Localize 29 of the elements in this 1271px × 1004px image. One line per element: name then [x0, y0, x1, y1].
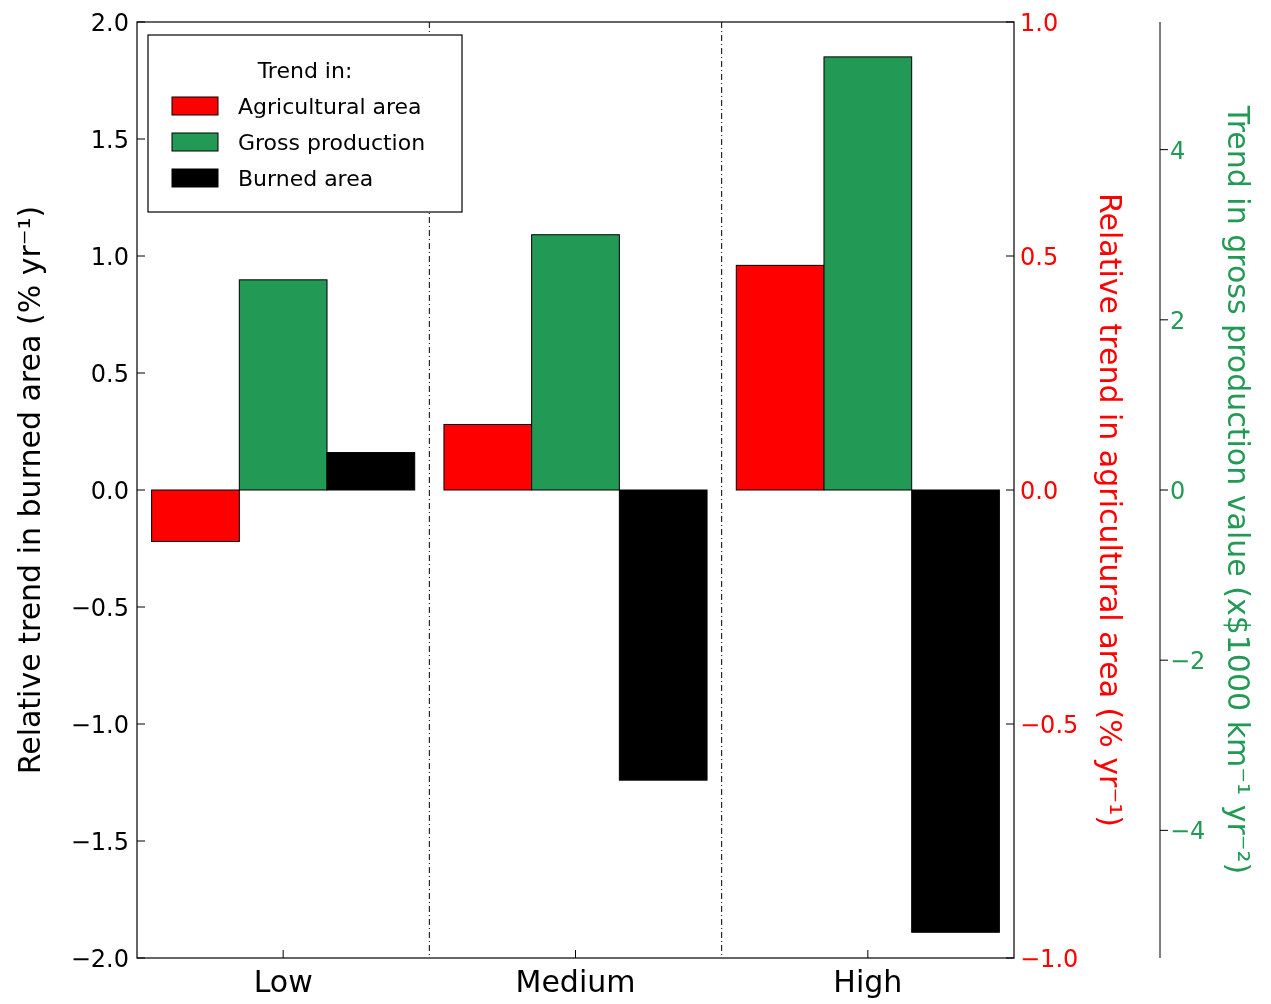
legend-label: Gross production — [238, 130, 426, 155]
y3-tick-label: 2 — [1170, 306, 1186, 335]
y-tick-label: −1.0 — [70, 711, 129, 739]
legend-label: Agricultural area — [238, 94, 422, 119]
y3-tick-label: −4 — [1170, 817, 1206, 846]
y2-tick-label: 0.5 — [1020, 243, 1059, 271]
y2-tick-label: 0.0 — [1020, 477, 1059, 505]
y-tick-label: 0.0 — [90, 477, 129, 505]
x-tick-label: High — [833, 964, 903, 999]
y2-tick-label: 1.0 — [1020, 9, 1059, 37]
legend-title: Trend in: — [256, 58, 353, 83]
y-tick-label: 1.0 — [90, 243, 129, 271]
x-tick-label: Low — [253, 964, 313, 999]
y-tick-label: −0.5 — [70, 594, 129, 622]
y2-tick-label: −1.0 — [1020, 945, 1079, 973]
y-tick-label: 2.0 — [90, 9, 129, 37]
y2-tick-label: −0.5 — [1020, 711, 1079, 739]
x-tick-label: Medium — [515, 964, 636, 999]
y-tick-label: 1.5 — [90, 126, 129, 154]
y2-axis-title: Relative trend in agricultural area (% yr⁻¹) — [1093, 192, 1128, 828]
y3-tick-label: 0 — [1170, 477, 1186, 505]
y-axis-title: Relative trend in burned area (% yr⁻¹) — [12, 205, 47, 775]
y3-axis-title: Trend in gross production value (x$1000 km⁻¹ yr⁻²) — [1221, 104, 1256, 875]
y-tick-label: −1.5 — [70, 828, 129, 856]
legend-label: Burned area — [238, 166, 374, 191]
y-tick-label: 0.5 — [90, 360, 129, 388]
y-tick-label: −2.0 — [70, 945, 129, 973]
y3-tick-label: −2 — [1170, 647, 1206, 676]
y3-tick-label: 4 — [1170, 136, 1186, 165]
